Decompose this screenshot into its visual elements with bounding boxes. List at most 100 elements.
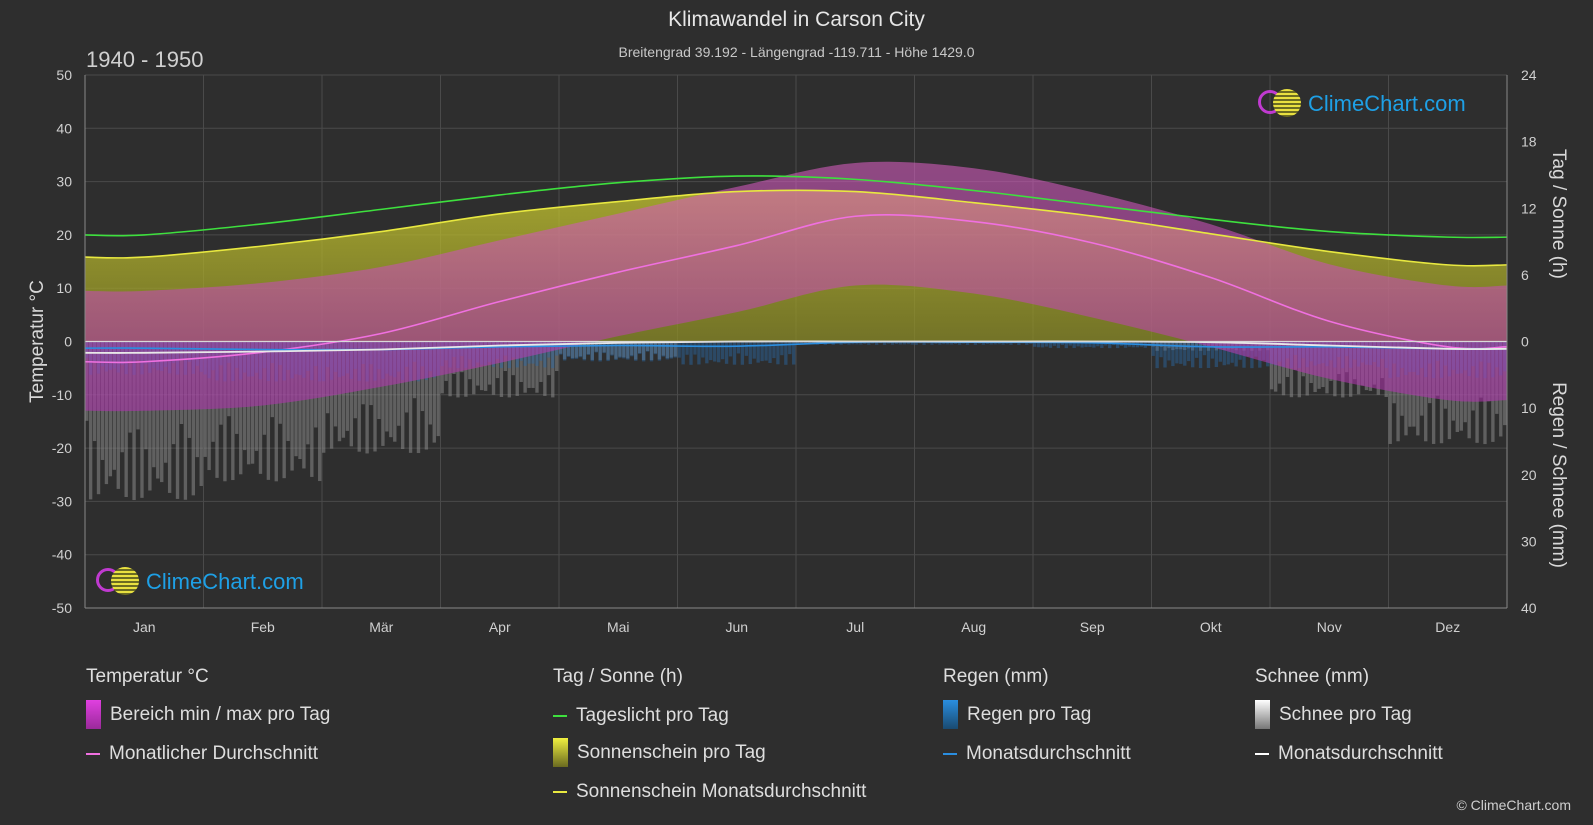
legend-item-temp-avg: Monatlicher Durchschnitt (86, 743, 318, 765)
rain-bar (894, 341, 899, 345)
rain-bar (1222, 341, 1226, 366)
snow-bar (239, 341, 243, 475)
rain-bar (792, 341, 796, 365)
tick-label-month: Dez (1435, 619, 1460, 635)
rain-bar (803, 341, 808, 345)
temperature-avg-line (84, 213, 1508, 364)
legend-item-sunshine-avg: Sonnenschein Monatsdurchschnitt (553, 781, 866, 803)
snow-bar (1270, 341, 1274, 390)
rain-bar (799, 341, 804, 345)
snow-bar (641, 341, 646, 361)
rain-bar (661, 341, 666, 357)
rain-bar (788, 341, 792, 355)
copyright: © ClimeChart.com (1456, 797, 1571, 813)
snow-bar (527, 341, 531, 388)
rain-bar (760, 341, 764, 362)
rain-bar (736, 341, 741, 354)
rain-bar (1048, 341, 1053, 348)
rain-bar (906, 341, 910, 345)
legend-label: Sonnenschein pro Tag (577, 741, 766, 763)
rain-bar (938, 341, 942, 345)
climechart-logo-icon (1258, 89, 1302, 119)
rain-bar (574, 341, 579, 359)
rain-bar (705, 341, 709, 364)
rain-bar (598, 341, 602, 362)
legend-swatch (943, 753, 957, 755)
tick-label-right-top: 18 (1521, 134, 1537, 150)
snow-bar (673, 341, 677, 357)
rain-bar (724, 341, 729, 364)
tick-label-left: 40 (56, 120, 72, 136)
rain-bar (1092, 341, 1096, 348)
tick-label-left: -40 (52, 547, 72, 563)
snow-bar (523, 341, 527, 393)
legend-item-temp-range: Bereich min / max pro Tag (86, 700, 330, 729)
rain-bar (1115, 341, 1120, 349)
rain-bar (717, 341, 721, 363)
rain-avg-line (84, 341, 1508, 351)
snow-bar (657, 341, 662, 360)
rain-bar (1202, 341, 1207, 356)
snow-bar (175, 341, 180, 499)
axis-title-right-bottom: Regen / Schnee (mm) (1548, 382, 1569, 568)
snow-bar (519, 341, 523, 382)
snow-bar (223, 341, 227, 482)
snow-bar (483, 341, 488, 391)
rain-bar (543, 341, 547, 368)
snow-bar (551, 341, 555, 398)
rain-bar (1096, 341, 1100, 347)
tick-label-month: Feb (251, 619, 275, 635)
legend-swatch (553, 791, 567, 793)
snow-bar (653, 341, 658, 354)
snow-bar (318, 341, 322, 482)
rain-bar (1123, 341, 1128, 348)
snow-bar (167, 341, 172, 493)
rain-bar (1187, 341, 1191, 362)
rain-bar (590, 341, 594, 362)
rain-bar (922, 341, 926, 345)
snow-bar (661, 341, 666, 356)
snow-bar (148, 341, 152, 491)
tick-label-month: Apr (489, 619, 511, 635)
rain-bar (638, 341, 642, 354)
snow-bar (606, 341, 610, 360)
rain-bar (641, 341, 646, 362)
snow-bar (555, 341, 559, 372)
snow-bar (322, 341, 326, 453)
rain-bar (1210, 341, 1215, 359)
rain-bar (910, 341, 914, 345)
rain-bar (882, 341, 887, 345)
rain-bar (1052, 341, 1057, 346)
snow-bar (543, 341, 547, 396)
legend-item-daylight: Tageslicht pro Tag (553, 705, 729, 727)
snow-bar (507, 341, 511, 398)
rain-bar (1163, 341, 1167, 368)
rain-bar (570, 341, 575, 360)
sunshine-avg-line (84, 189, 1508, 267)
rain-bar (1044, 341, 1049, 347)
rain-bar (1214, 341, 1219, 368)
tick-label-left: -30 (52, 493, 72, 509)
rain-bar (867, 341, 871, 345)
rain-bar (732, 341, 737, 365)
rain-bar (1194, 341, 1199, 358)
snow-bar (630, 341, 634, 356)
rain-bar (630, 341, 634, 357)
snow-bar (1159, 341, 1163, 347)
snow-bar (191, 341, 195, 496)
tick-label-right-bottom: 10 (1521, 400, 1537, 416)
legend-item-rain-avg: Monatsdurchschnitt (943, 743, 1131, 765)
climate-chart-plot: 50 40 30 20 10 0 -10 -20 -30 -40 -50 24 18 12 6 0 10 20 30… (27, 67, 1569, 635)
rain-bar (578, 341, 583, 358)
legend-title-sun: Tag / Sonne (h) (553, 666, 683, 687)
rain-bar (681, 341, 685, 365)
snow-bar (1289, 341, 1294, 398)
rain-bar (1068, 341, 1072, 346)
rain-bar (942, 341, 946, 345)
snow-bar (116, 341, 120, 489)
rain-bar (1017, 341, 1021, 345)
rain-bar (693, 341, 697, 355)
rain-bar (902, 341, 906, 345)
snow-bar (586, 341, 590, 355)
snow-bar (274, 341, 278, 482)
